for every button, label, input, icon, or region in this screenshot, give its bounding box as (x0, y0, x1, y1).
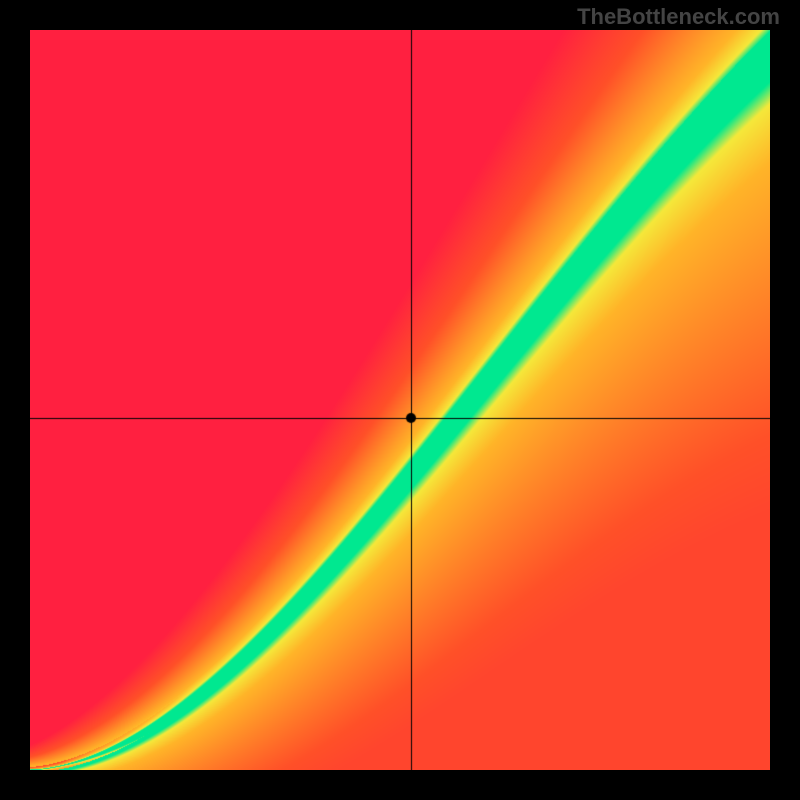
watermark-text: TheBottleneck.com (577, 4, 780, 30)
heatmap-canvas (30, 30, 770, 770)
bottleneck-heatmap (30, 30, 770, 770)
